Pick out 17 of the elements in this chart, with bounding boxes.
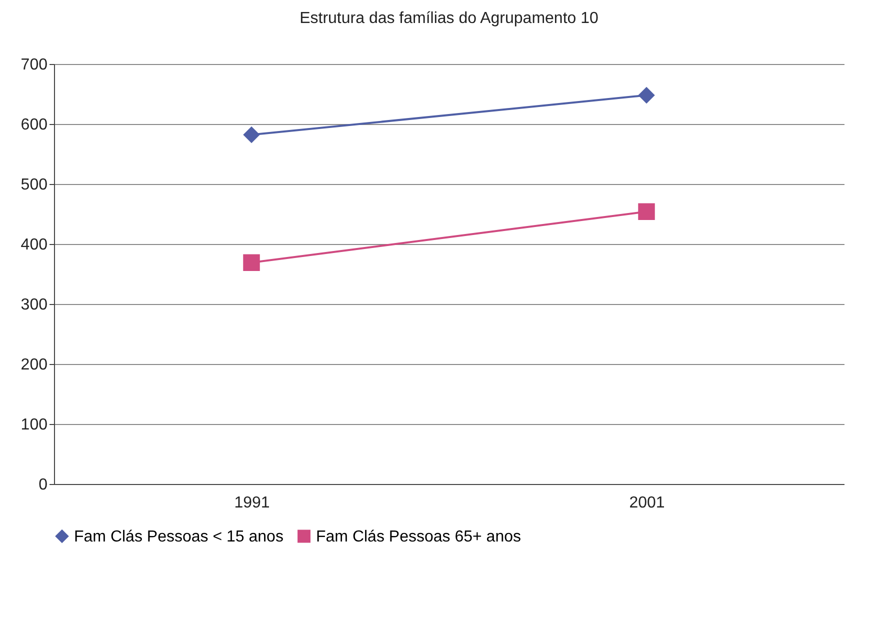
- point: [638, 203, 655, 220]
- point: [243, 126, 260, 144]
- y-tick-label: 400: [20, 236, 48, 254]
- y-tick-label: 100: [20, 416, 48, 434]
- y-tick-label: 200: [20, 356, 48, 374]
- y-tick-label: 300: [20, 296, 48, 314]
- y-tick-label: 700: [20, 56, 48, 74]
- x-tick-label: 2001: [629, 494, 665, 512]
- point: [638, 86, 655, 104]
- y-tick-label: 500: [20, 176, 48, 194]
- x-tick-label: 1991: [234, 494, 270, 512]
- legend-label: Fam Clás Pessoas < 15 anos: [74, 528, 284, 546]
- y-tick-label: 600: [20, 116, 48, 134]
- point: [243, 254, 260, 271]
- y-tick-label: 0: [38, 476, 48, 494]
- chart-title: Estrutura das famílias do Agrupamento 10: [300, 10, 599, 27]
- legend-label: Fam Clás Pessoas 65+ anos: [316, 528, 521, 546]
